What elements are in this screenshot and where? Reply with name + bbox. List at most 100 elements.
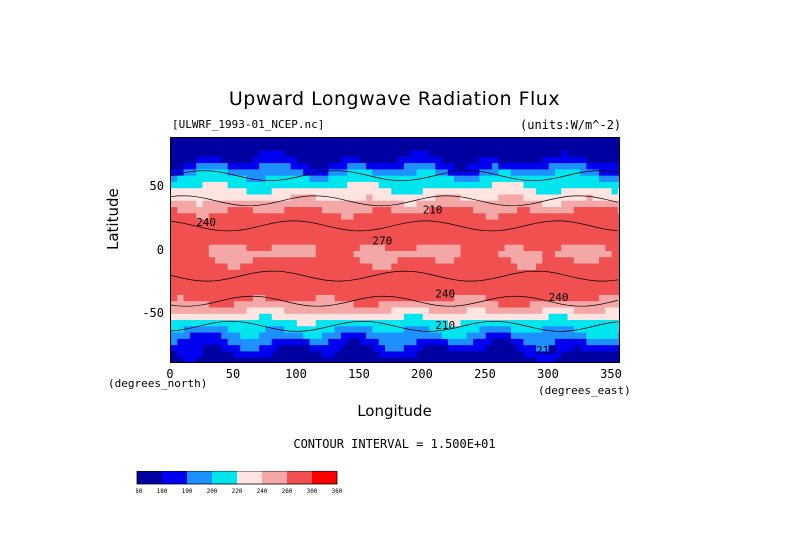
heatmap-cell [454, 276, 462, 283]
heatmap-cell [391, 138, 399, 145]
heatmap-cell [347, 207, 355, 214]
heatmap-cell [523, 263, 531, 271]
heatmap-cell [580, 200, 587, 208]
heatmap-cell [328, 282, 336, 290]
heatmap-cell [189, 257, 197, 265]
heatmap-cell [340, 207, 348, 214]
heatmap-cell [542, 200, 550, 208]
heatmap-cell [315, 181, 323, 189]
heatmap-cell [171, 338, 178, 346]
heatmap-cell [567, 257, 575, 265]
heatmap-cell [605, 357, 613, 362]
heatmap-cell [605, 251, 613, 258]
heatmap-cell [567, 181, 575, 189]
heatmap-cell [617, 181, 619, 189]
heatmap-cell [189, 150, 197, 158]
heatmap-cell [548, 219, 556, 227]
heatmap-cell [403, 213, 411, 221]
heatmap-cell [296, 326, 304, 334]
heatmap-cell [517, 301, 525, 309]
heatmap-cell [183, 269, 191, 277]
heatmap-cell [215, 238, 222, 246]
heatmap-cell [171, 144, 178, 152]
heatmap-cell [548, 263, 556, 271]
heatmap-cell [309, 150, 317, 158]
heatmap-cell [322, 307, 329, 315]
heatmap-cell [202, 163, 210, 170]
heatmap-cell [435, 194, 443, 202]
heatmap-cell [517, 269, 525, 277]
heatmap-cell [208, 144, 216, 152]
heatmap-cell [485, 257, 493, 265]
heatmap-cell [491, 257, 499, 265]
heatmap-cell [580, 320, 587, 327]
heatmap-cell [529, 163, 537, 170]
heatmap-cell [403, 269, 411, 277]
heatmap-cell [359, 257, 367, 265]
heatmap-cell [347, 169, 355, 177]
heatmap-cell [580, 138, 587, 145]
heatmap-cell [429, 326, 436, 334]
heatmap-cell [322, 313, 329, 321]
heatmap-cell [366, 269, 373, 277]
heatmap-cell [586, 219, 594, 227]
heatmap-cell [592, 313, 600, 321]
heatmap-cell [277, 294, 285, 302]
heatmap-cell [567, 357, 575, 362]
heatmap-cell [290, 144, 298, 152]
heatmap-cell [529, 351, 537, 359]
heatmap-cell [397, 200, 405, 208]
heatmap-cell [542, 238, 550, 246]
heatmap-cell [183, 294, 191, 302]
heatmap-cell [517, 213, 525, 221]
heatmap-cell [391, 244, 399, 252]
heatmap-cell [183, 169, 191, 177]
heatmap-cell [284, 169, 292, 177]
heatmap-cell [221, 238, 229, 246]
heatmap-cell [259, 232, 266, 240]
heatmap-cell [171, 150, 178, 158]
heatmap-cell [328, 163, 336, 170]
heatmap-cell [347, 320, 355, 327]
heatmap-cell [309, 207, 317, 214]
heatmap-cell [460, 207, 468, 214]
heatmap-cell [215, 307, 222, 315]
heatmap-cell [378, 251, 386, 258]
heatmap-cell [202, 188, 210, 196]
heatmap-cell [586, 213, 594, 221]
heatmap-cell [322, 345, 329, 353]
heatmap-cell [265, 269, 273, 277]
heatmap-cell [290, 326, 298, 334]
heatmap-cell [322, 163, 329, 170]
heatmap-cell [485, 188, 493, 196]
heatmap-cell [498, 188, 506, 196]
heatmap-cell [523, 232, 531, 240]
heatmap-cell [429, 150, 436, 158]
heatmap-cell [384, 307, 392, 315]
heatmap-cell [322, 338, 329, 346]
heatmap-cell [340, 313, 348, 321]
heatmap-cell [523, 150, 531, 158]
heatmap-cell [536, 181, 543, 189]
contour-label: 270 [372, 235, 392, 248]
heatmap-cell [340, 200, 348, 208]
heatmap-cell [303, 194, 311, 202]
heatmap-cell [353, 282, 361, 290]
heatmap-cell [536, 282, 543, 290]
heatmap-cell [422, 338, 430, 346]
heatmap-cell [347, 225, 355, 233]
heatmap-cell [397, 213, 405, 221]
heatmap-cell [586, 181, 594, 189]
heatmap-cell [334, 345, 342, 353]
heatmap-cell [233, 320, 241, 327]
heatmap-cell [372, 301, 380, 309]
heatmap-cell [259, 213, 266, 221]
heatmap-cell [466, 238, 474, 246]
x-axis-label: Longitude [357, 402, 432, 420]
heatmap-cell [460, 294, 468, 302]
heatmap-cell [447, 263, 455, 271]
heatmap-cell [189, 181, 197, 189]
heatmap-cell [441, 150, 449, 158]
heatmap-cell [372, 357, 380, 362]
heatmap-cell [290, 282, 298, 290]
